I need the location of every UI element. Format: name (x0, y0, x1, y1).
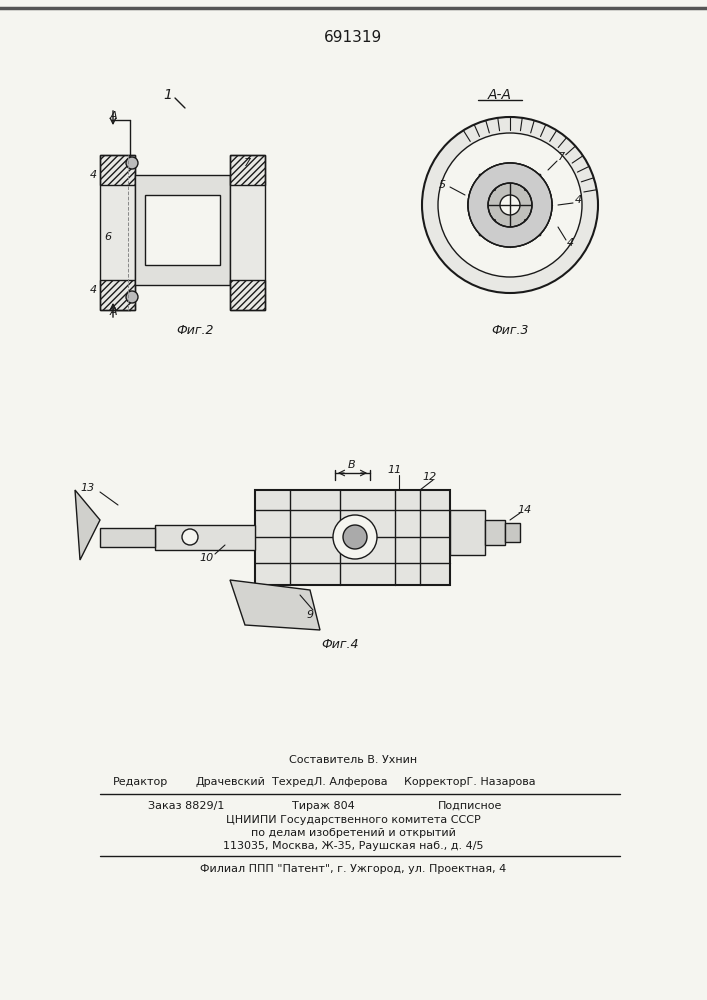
Circle shape (500, 195, 520, 215)
Text: А-А: А-А (488, 88, 512, 102)
Text: Тираж 804: Тираж 804 (291, 801, 354, 811)
Text: 4: 4 (90, 170, 97, 180)
Bar (230, 155, 265, 185)
Text: 1: 1 (163, 88, 173, 102)
Bar (100, 528, 155, 547)
Text: 113035, Москва, Ж-35, Раушская наб., д. 4/5: 113035, Москва, Ж-35, Раушская наб., д. … (223, 841, 484, 851)
Bar (100, 155, 135, 310)
Bar (230, 155, 265, 310)
Text: А: А (109, 307, 117, 317)
Text: Составитель В. Ухнин: Составитель В. Ухнин (289, 755, 417, 765)
Polygon shape (75, 490, 100, 560)
Circle shape (182, 529, 198, 545)
Bar (505, 523, 520, 542)
Polygon shape (230, 580, 320, 630)
Bar (255, 490, 450, 585)
Text: ЦНИИПИ Государственного комитета СССР: ЦНИИПИ Государственного комитета СССР (226, 815, 480, 825)
Bar (100, 280, 135, 310)
Text: 691319: 691319 (324, 30, 382, 45)
Text: 13: 13 (81, 483, 95, 493)
Text: Фиг.2: Фиг.2 (176, 324, 214, 336)
Circle shape (468, 163, 552, 247)
Circle shape (438, 133, 582, 277)
Text: Драчевский: Драчевский (195, 777, 265, 787)
Bar (450, 510, 485, 555)
Text: 14: 14 (518, 505, 532, 515)
Text: 11: 11 (388, 465, 402, 475)
Text: 5: 5 (438, 180, 445, 190)
Text: А: А (109, 111, 117, 121)
Text: ТехредЛ. Алферова: ТехредЛ. Алферова (272, 777, 388, 787)
Text: 12: 12 (423, 472, 437, 482)
Text: по делам изобретений и открытий: по делам изобретений и открытий (250, 828, 455, 838)
Bar (100, 155, 135, 185)
Text: Филиал ППП "Патент", г. Ужгород, ул. Проектная, 4: Филиал ППП "Патент", г. Ужгород, ул. Про… (200, 864, 506, 874)
Text: Редактор: Редактор (112, 777, 168, 787)
Wedge shape (468, 163, 552, 247)
Circle shape (126, 157, 138, 169)
Circle shape (126, 291, 138, 303)
Circle shape (343, 525, 367, 549)
Text: 7: 7 (559, 152, 566, 162)
Text: 10: 10 (200, 553, 214, 563)
Bar (145, 195, 220, 265)
Circle shape (488, 183, 532, 227)
Circle shape (422, 117, 598, 293)
Bar (230, 280, 265, 310)
Circle shape (333, 515, 377, 559)
Text: 9: 9 (306, 610, 314, 620)
Text: 4: 4 (90, 285, 97, 295)
Text: Фиг.4: Фиг.4 (321, 639, 358, 652)
Text: КорректорГ. Назарова: КорректорГ. Назарова (404, 777, 536, 787)
Bar (155, 525, 255, 550)
Text: 6: 6 (105, 232, 112, 242)
Text: Подписное: Подписное (438, 801, 502, 811)
Text: 7: 7 (245, 158, 252, 168)
Text: В: В (348, 460, 356, 470)
Text: 4: 4 (574, 195, 582, 205)
Text: Фиг.3: Фиг.3 (491, 324, 529, 336)
Text: Заказ 8829/1: Заказ 8829/1 (148, 801, 224, 811)
Bar (135, 175, 230, 285)
Bar (485, 520, 505, 545)
Text: 4: 4 (566, 238, 573, 248)
